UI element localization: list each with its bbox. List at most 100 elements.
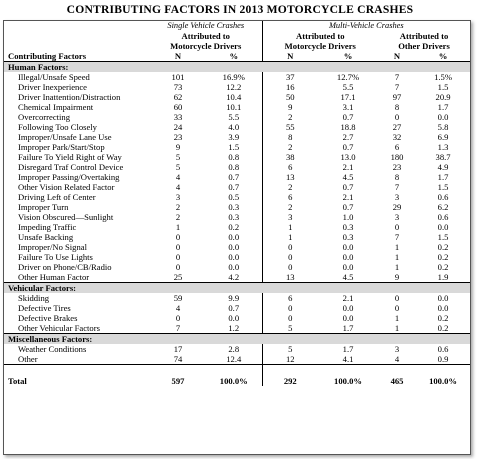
factor-label: Driving Left of Center bbox=[18, 192, 96, 202]
multi-moto-pct: 13.0 bbox=[340, 152, 356, 162]
col-header-n: N bbox=[174, 51, 182, 61]
multi-other-n: 7 bbox=[394, 182, 400, 192]
multi-moto-n: 6 bbox=[261, 293, 319, 303]
factor-label: Other Vision Related Factor bbox=[18, 182, 115, 192]
multi-moto-pct: 0.0 bbox=[342, 262, 354, 272]
single-moto-pct: 0.0 bbox=[228, 232, 240, 242]
multi-moto-pct: 0.7 bbox=[342, 142, 354, 152]
multi-other-pct: 0.2 bbox=[437, 252, 449, 262]
section-header-row: Human Factors: bbox=[4, 61, 471, 72]
single-moto-n: 101 bbox=[171, 72, 185, 82]
multi-moto-pct: 0.3 bbox=[342, 222, 354, 232]
single-moto-pct: 0.8 bbox=[228, 162, 240, 172]
factor-label: Defective Brakes bbox=[18, 313, 78, 323]
single-moto-pct: 3.9 bbox=[228, 132, 240, 142]
multi-moto-n: 38 bbox=[261, 152, 319, 162]
multi-moto-pct: 3.1 bbox=[342, 102, 354, 112]
multi-other-pct: 0.0 bbox=[437, 112, 449, 122]
multi-moto-pct: 1.7 bbox=[342, 323, 354, 333]
table-row: Driver Inexperience 73 12.2 16 5.5 7 1.5 bbox=[4, 82, 470, 92]
table-row: Failure To Yield Right of Way 5 0.8 38 13.0 1… bbox=[4, 152, 470, 162]
single-moto-pct: 0.8 bbox=[228, 152, 240, 162]
factor-label: Disregard Traf Control Device bbox=[18, 162, 124, 172]
single-moto-pct: 0.3 bbox=[228, 212, 240, 222]
col-header-n: N bbox=[261, 51, 319, 62]
section-label: Vehicular Factors: bbox=[4, 282, 471, 293]
table-row: Weather Conditions 17 2.8 5 1.7 3 0.6 bbox=[4, 344, 470, 354]
multi-moto-pct: 0.0 bbox=[342, 242, 354, 252]
factor-label: Illegal/Unsafe Speed bbox=[18, 72, 90, 82]
single-moto-total-n: 597 bbox=[171, 376, 185, 386]
multi-moto-n: 50 bbox=[261, 92, 319, 102]
multi-other-pct: 1.5% bbox=[434, 72, 452, 82]
multi-other-pct: 0.6 bbox=[437, 344, 449, 354]
multi-other-n: 4 bbox=[394, 354, 400, 364]
multi-moto-n: 2 bbox=[261, 142, 319, 152]
col-header-pct: % bbox=[438, 51, 448, 61]
factor-label: Impeding Traffic bbox=[18, 222, 77, 232]
multi-other-n: 1 bbox=[394, 252, 400, 262]
table-row: Other Vision Related Factor 4 0.7 2 0.7 7 1.5 bbox=[4, 182, 470, 192]
single-moto-pct: 12.4 bbox=[226, 354, 242, 364]
single-moto-n: 25 bbox=[173, 272, 183, 282]
table-row: Overcorrecting 33 5.5 2 0.7 0 0.0 bbox=[4, 112, 470, 122]
multi-other-n: 1 bbox=[394, 262, 400, 272]
subgroup-multi-moto-line1: Attributed to bbox=[261, 31, 379, 41]
multi-other-pct: 0.0 bbox=[437, 222, 449, 232]
multi-other-pct: 5.8 bbox=[437, 122, 449, 132]
table-title: CONTRIBUTING FACTORS IN 2013 MOTORCYCLE … bbox=[66, 3, 414, 16]
factor-label: Improper Passing/Overtaking bbox=[18, 172, 120, 182]
multi-other-n: 23 bbox=[392, 162, 402, 172]
table-row: Defective Brakes 0 0.0 0 0.0 1 0.2 bbox=[4, 313, 470, 323]
multi-other-pct: 1.9 bbox=[437, 272, 449, 282]
single-moto-pct: 0.0 bbox=[228, 313, 240, 323]
multi-moto-n: 2 bbox=[261, 202, 319, 212]
table-row: Other 74 12.4 12 4.1 4 0.9 bbox=[4, 354, 470, 365]
multi-moto-n: 1 bbox=[261, 232, 319, 242]
multi-other-pct: 4.9 bbox=[437, 162, 449, 172]
table-row: Defective Tires 4 0.7 0 0.0 0 0.0 bbox=[4, 303, 470, 313]
multi-moto-n: 8 bbox=[261, 132, 319, 142]
column-header-row: Contributing Factors N % N % N % bbox=[4, 51, 470, 62]
factor-label: Improper Turn bbox=[18, 202, 69, 212]
factor-label: Driver Inexperience bbox=[18, 82, 87, 92]
section-label: Miscellaneous Factors: bbox=[4, 333, 471, 344]
multi-moto-pct: 2.1 bbox=[342, 162, 354, 172]
col-header-n: N bbox=[393, 51, 401, 61]
multi-moto-pct: 18.8 bbox=[340, 122, 356, 132]
col-header-pct: % bbox=[229, 51, 239, 61]
multi-moto-n: 0 bbox=[261, 303, 319, 313]
total-spacer bbox=[4, 364, 471, 376]
multi-other-pct: 38.7 bbox=[435, 152, 451, 162]
multi-moto-pct: 0.7 bbox=[342, 112, 354, 122]
single-moto-pct: 12.2 bbox=[226, 82, 242, 92]
multi-moto-pct: 0.3 bbox=[342, 232, 354, 242]
multi-moto-pct: 2.1 bbox=[342, 192, 354, 202]
group-header-row: Single Vehicle Crashes Multi-Vehicle Cra… bbox=[4, 21, 471, 31]
single-moto-n: 24 bbox=[173, 122, 183, 132]
single-moto-n: 17 bbox=[173, 344, 183, 354]
multi-moto-pct: 0.7 bbox=[342, 182, 354, 192]
factor-label: Improper Park/Start/Stop bbox=[18, 142, 105, 152]
subgroup-single-moto-line2: Motorcycle Drivers bbox=[170, 41, 242, 51]
multi-other-pct: 0.9 bbox=[437, 354, 449, 364]
multi-moto-n: 0 bbox=[261, 242, 319, 252]
multi-moto-n: 0 bbox=[261, 252, 319, 262]
multi-other-n: 3 bbox=[394, 192, 400, 202]
table-frame: Single Vehicle Crashes Multi-Vehicle Cra… bbox=[3, 20, 471, 455]
multi-moto-pct: 4.5 bbox=[342, 272, 354, 282]
table-row: Impeding Traffic 1 0.2 1 0.3 0 0.0 bbox=[4, 222, 470, 232]
factor-label: Improper/Unsafe Lane Use bbox=[18, 132, 112, 142]
multi-other-total-pct: 100.0% bbox=[429, 376, 457, 386]
single-moto-n: 5 bbox=[175, 152, 181, 162]
col-header-pct: % bbox=[343, 51, 353, 61]
multi-moto-pct: 12.7% bbox=[336, 72, 360, 82]
subgroup-header-row-2: Motorcycle Drivers Motorcycle Drivers Ot… bbox=[4, 41, 470, 51]
multi-other-pct: 1.5 bbox=[437, 182, 449, 192]
single-moto-pct: 0.7 bbox=[228, 172, 240, 182]
multi-moto-n: 6 bbox=[261, 192, 319, 202]
factor-label: Unsafe Backing bbox=[18, 232, 74, 242]
single-moto-n: 7 bbox=[175, 323, 181, 333]
factor-label: Failure To Yield Right of Way bbox=[18, 152, 122, 162]
multi-moto-n: 1 bbox=[261, 222, 319, 232]
